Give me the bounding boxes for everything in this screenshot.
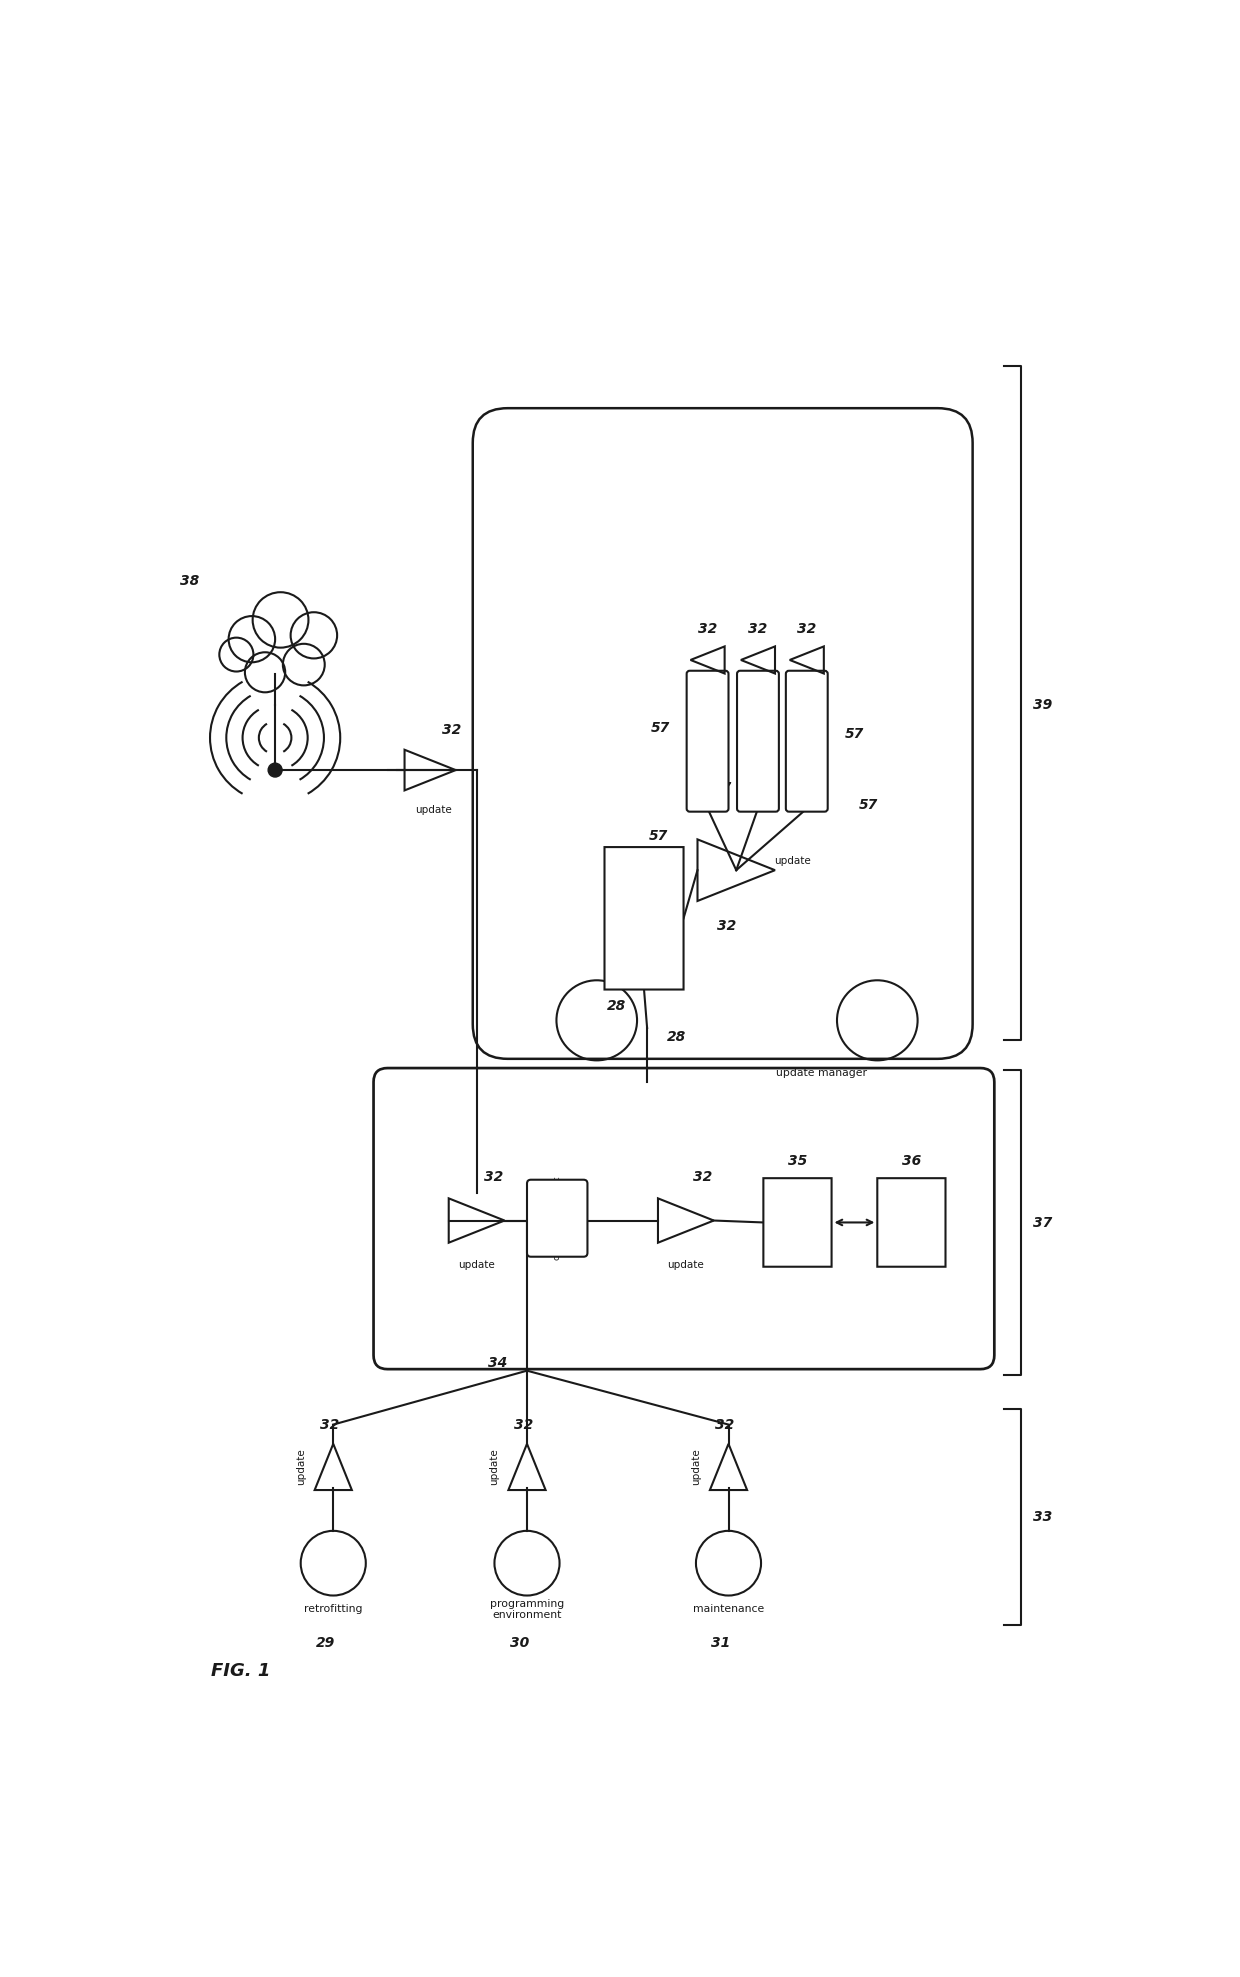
Text: maintenance: maintenance	[693, 1605, 764, 1615]
Text: 57: 57	[649, 828, 668, 842]
Text: 28: 28	[667, 1030, 686, 1044]
Text: ECU: ECU	[754, 731, 763, 749]
Text: 32: 32	[320, 1418, 339, 1431]
Circle shape	[246, 652, 285, 692]
Circle shape	[283, 645, 325, 686]
FancyBboxPatch shape	[373, 1068, 994, 1370]
Text: update: update	[774, 856, 811, 866]
Text: 31: 31	[711, 1637, 730, 1651]
Text: 29: 29	[316, 1637, 335, 1651]
Text: FIG. 1: FIG. 1	[211, 1663, 270, 1680]
FancyBboxPatch shape	[687, 670, 729, 813]
Circle shape	[219, 639, 253, 672]
Text: 57: 57	[713, 781, 732, 795]
Text: update: update	[415, 805, 453, 815]
Text: update: update	[691, 1449, 701, 1485]
FancyBboxPatch shape	[878, 1178, 946, 1267]
Text: 57: 57	[844, 728, 864, 741]
Text: 35: 35	[787, 1155, 807, 1168]
Text: 32: 32	[748, 623, 768, 637]
Text: 32: 32	[698, 623, 717, 637]
Text: update: update	[295, 1449, 306, 1485]
Text: 32: 32	[513, 1418, 533, 1431]
Text: 33: 33	[1033, 1510, 1052, 1524]
Text: central control unit: central control unit	[553, 1176, 562, 1259]
Text: 30: 30	[510, 1637, 529, 1651]
Text: update: update	[667, 1259, 704, 1269]
Text: 32: 32	[715, 1418, 734, 1431]
Text: 28: 28	[608, 1000, 626, 1014]
Text: ECU: ECU	[802, 731, 811, 749]
FancyBboxPatch shape	[764, 1178, 832, 1267]
Text: 57: 57	[858, 799, 878, 813]
Text: 57: 57	[651, 722, 670, 735]
Text: 32: 32	[717, 919, 737, 933]
Circle shape	[253, 593, 309, 648]
Text: update
manager: update manager	[779, 1212, 817, 1232]
Circle shape	[228, 617, 275, 662]
Text: programming
environment: programming environment	[490, 1599, 564, 1621]
Text: 34: 34	[487, 1356, 507, 1370]
Circle shape	[290, 613, 337, 658]
FancyBboxPatch shape	[472, 407, 972, 1060]
FancyBboxPatch shape	[605, 846, 683, 990]
Text: 32: 32	[693, 1170, 713, 1184]
Text: update gateway: update gateway	[640, 882, 649, 955]
Text: ECU: ECU	[703, 731, 712, 749]
Text: 38: 38	[180, 575, 200, 589]
Text: 39: 39	[1033, 698, 1052, 712]
Text: 32: 32	[484, 1170, 503, 1184]
Text: update: update	[459, 1259, 495, 1269]
Text: 32: 32	[443, 724, 461, 737]
Text: 32: 32	[797, 623, 816, 637]
Circle shape	[268, 763, 283, 777]
Text: 37: 37	[1033, 1216, 1052, 1230]
Text: 36: 36	[901, 1155, 921, 1168]
Text: update: update	[490, 1449, 500, 1485]
FancyBboxPatch shape	[737, 670, 779, 813]
FancyBboxPatch shape	[527, 1180, 588, 1257]
Text: update manager: update manager	[776, 1068, 867, 1077]
Text: retrofitting: retrofitting	[304, 1605, 362, 1615]
FancyBboxPatch shape	[786, 670, 828, 813]
Text: database: database	[906, 1200, 916, 1246]
